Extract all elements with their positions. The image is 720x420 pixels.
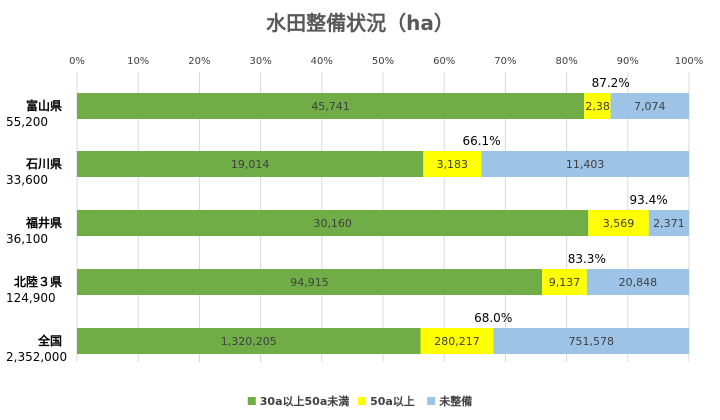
bar-segment (77, 328, 421, 354)
x-tick-label: 80% (555, 56, 577, 67)
data-label: 9,137 (549, 276, 581, 289)
x-tick-label: 40% (311, 56, 333, 67)
x-tick-label: 70% (494, 56, 516, 67)
x-tick-label: 0% (69, 56, 85, 67)
bar-segment (77, 151, 424, 177)
bar-segment (481, 151, 689, 177)
category-label: 福井県 (25, 215, 62, 230)
data-label: 280,217 (434, 335, 480, 348)
x-tick-label: 60% (433, 56, 455, 67)
bar-segment (648, 210, 689, 236)
category-label: 全国 (37, 333, 62, 348)
percent-label: 68.0% (474, 311, 512, 325)
legend-item: 50a以上 (358, 394, 415, 408)
category-label: 石川県 (25, 157, 62, 171)
x-tick-label: 100% (675, 56, 704, 67)
bar-segment (423, 151, 482, 177)
x-tick-label: 30% (249, 56, 271, 67)
bar-segment (586, 269, 689, 295)
data-label: 7,074 (634, 100, 666, 113)
data-label: 45,741 (311, 100, 350, 113)
category-total: 2,352,000 (6, 350, 67, 364)
bar-segment (77, 269, 543, 295)
data-label: 30,160 (313, 217, 352, 230)
category-labels: 富山県 55,200 石川県 33,600 福井県 36,100 北陸３県 124,900 全国… (6, 98, 67, 364)
x-tick-label: 50% (372, 56, 394, 67)
percent-label: 93.4% (630, 193, 668, 207)
legend-swatch (358, 397, 367, 405)
percent-label: 83.3% (568, 252, 606, 266)
chart-title: 水田整備状況（ha） (266, 11, 454, 35)
category-total: 33,600 (6, 173, 48, 187)
category-total: 36,100 (6, 232, 48, 246)
bar-segment (610, 93, 689, 119)
data-label: 11,403 (566, 158, 605, 171)
x-tick-label: 90% (617, 56, 639, 67)
legend-item: 未整備 (427, 394, 472, 408)
bar-segment (493, 328, 689, 354)
data-label: 94,915 (290, 276, 329, 289)
legend-label: 50a以上 (370, 394, 415, 408)
category-total: 124,900 (6, 291, 56, 305)
bar-segment (420, 328, 494, 354)
bar-segment (77, 210, 589, 236)
legend-label: 未整備 (438, 394, 472, 408)
bar-segment (77, 93, 585, 119)
percent-label: 87.2% (592, 76, 630, 90)
legend-item: 30a以上50a未満 (247, 394, 349, 408)
legend-swatch (427, 397, 436, 405)
data-label: 20,848 (619, 276, 658, 289)
x-tick-label: 10% (127, 56, 149, 67)
bar-segment (584, 93, 611, 119)
bar-segment (588, 210, 649, 236)
legend-swatch (247, 397, 256, 405)
data-label: 3,569 (603, 217, 635, 230)
category-label: 北陸３県 (14, 274, 62, 289)
data-label: 751,578 (568, 335, 614, 348)
legend: 30a以上50a未満 50a以上 未整備 (247, 394, 472, 408)
category-label: 富山県 (26, 98, 62, 113)
data-label: 2,371 (653, 217, 685, 230)
legend-label: 30a以上50a未満 (260, 394, 349, 408)
data-label: 19,014 (231, 158, 270, 171)
x-tick-label: 20% (188, 56, 210, 67)
data-label: 1,320,205 (221, 335, 277, 348)
category-total: 55,200 (6, 115, 48, 129)
data-label: 3,183 (437, 158, 469, 171)
percent-label: 66.1% (462, 134, 500, 148)
bar-segment (542, 269, 587, 295)
x-axis-ticks: 0% 10% 20% 30% 40% 50% 60% 70% 80% 90% 100% (69, 56, 703, 67)
bars: 45,741 2,385 7,074 87.2% 19,014 3,183 11,403 66… (77, 76, 689, 354)
data-label: 2,385 (585, 100, 617, 113)
